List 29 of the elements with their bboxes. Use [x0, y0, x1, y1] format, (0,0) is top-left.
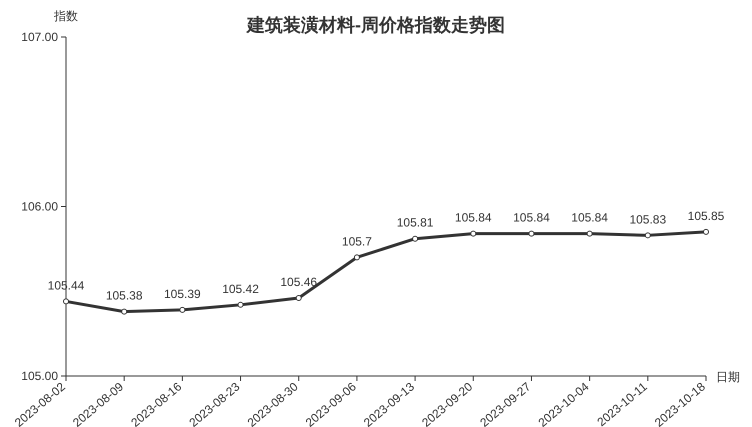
data-label: 105.84	[513, 210, 550, 225]
point	[470, 230, 476, 237]
point	[412, 236, 418, 242]
chart-title: 建筑装潢材料-周价格指数走势图	[245, 15, 505, 35]
point	[644, 232, 651, 238]
y-tick-label: 107.00	[21, 30, 58, 44]
y-tick-label: 105.00	[21, 369, 58, 383]
point	[586, 230, 593, 237]
point	[179, 306, 186, 313]
data-label: 105.7	[342, 234, 372, 248]
point	[121, 308, 128, 315]
data-label: 105.83	[629, 212, 666, 226]
point	[354, 254, 360, 260]
y-tick-label: 106.00	[21, 200, 58, 214]
data-label: 105.42	[222, 282, 260, 296]
data-label: 105.85	[688, 208, 725, 223]
y-axis-title: 指数	[53, 9, 78, 23]
point	[296, 295, 302, 302]
point	[528, 230, 534, 237]
data-label: 105.38	[106, 288, 143, 303]
point	[63, 298, 69, 304]
data-label: 105.84	[571, 210, 608, 225]
data-label: 105.46	[280, 275, 318, 290]
point	[238, 302, 244, 308]
data-label: 105.84	[454, 210, 492, 225]
x-axis-title: 日期	[716, 370, 740, 384]
data-label: 105.39	[164, 286, 202, 301]
data-label: 105.81	[396, 216, 434, 230]
point	[703, 228, 709, 235]
